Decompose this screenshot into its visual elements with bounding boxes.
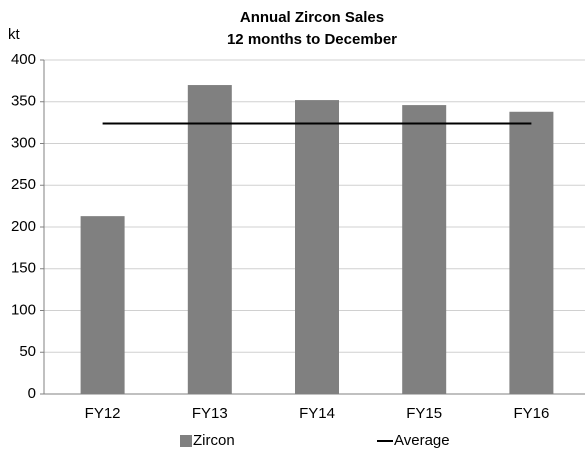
y-tick-label: 100 <box>11 301 36 318</box>
y-tick-label: 150 <box>11 260 36 277</box>
bar <box>80 216 125 394</box>
x-tick-label: FY13 <box>192 405 228 422</box>
x-tick-label: FY14 <box>299 405 335 422</box>
legend-label: Average <box>394 432 450 449</box>
y-tick-label: 350 <box>11 93 36 110</box>
y-tick-label: 0 <box>28 385 36 402</box>
bar <box>187 85 232 395</box>
y-tick-label: 50 <box>19 343 36 360</box>
legend-swatch <box>180 435 192 447</box>
legend-label: Zircon <box>193 432 235 449</box>
y-tick-label: 250 <box>11 176 36 193</box>
y-tick-label: 300 <box>11 134 36 151</box>
y-axis-label: kt <box>8 26 21 43</box>
y-tick-label: 400 <box>11 51 36 68</box>
x-tick-label: FY12 <box>85 405 121 422</box>
x-tick-label: FY15 <box>406 405 442 422</box>
bar <box>509 111 554 395</box>
bar <box>402 105 447 394</box>
chart-subtitle: 12 months to December <box>227 31 397 48</box>
chart-title: Annual Zircon Sales <box>240 9 384 26</box>
x-tick-label: FY16 <box>513 405 549 422</box>
y-tick-label: 200 <box>11 218 36 235</box>
bar <box>295 100 339 394</box>
